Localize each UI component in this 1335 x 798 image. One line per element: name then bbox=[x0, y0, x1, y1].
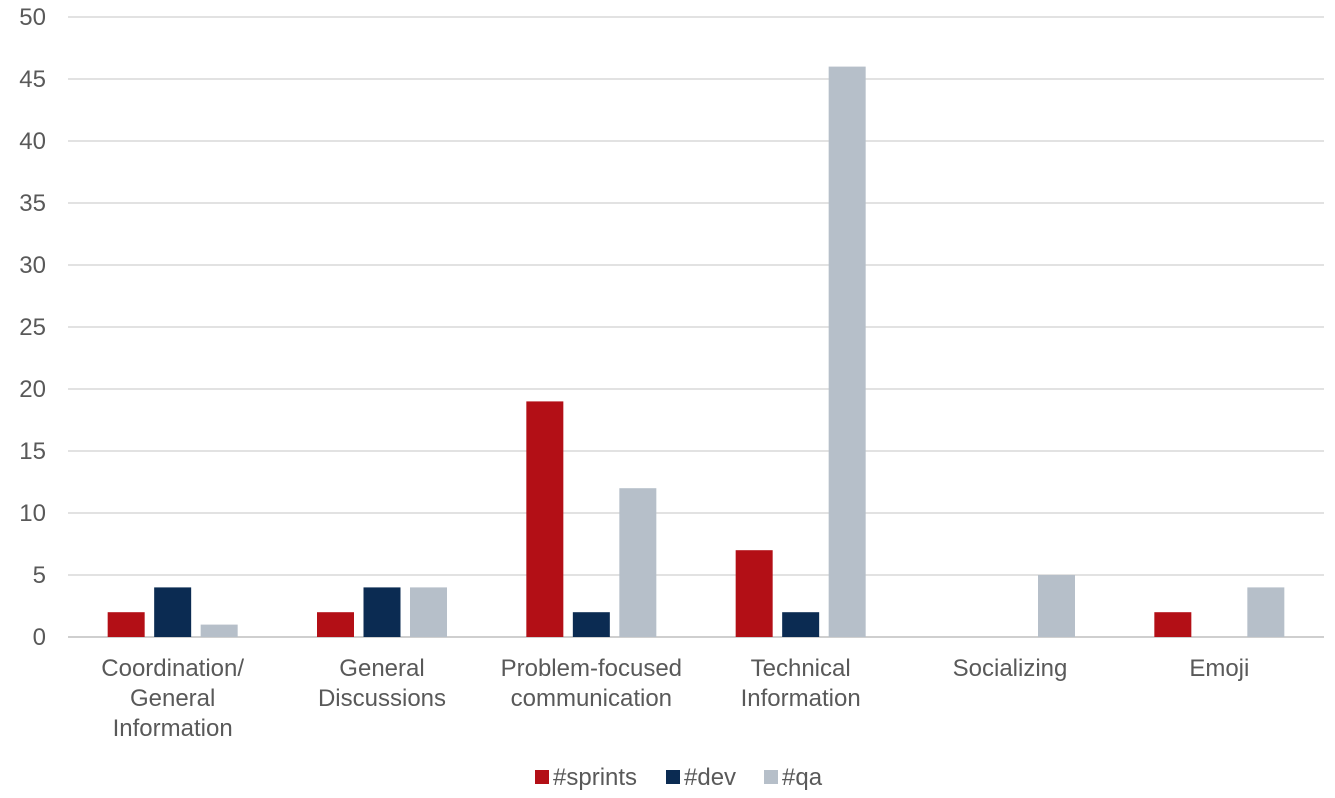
bar-qa bbox=[200, 624, 238, 637]
bar-dev bbox=[572, 612, 610, 637]
legend-label: #qa bbox=[782, 764, 823, 791]
y-tick-label: 20 bbox=[19, 376, 46, 403]
x-category-label: General bbox=[130, 685, 215, 712]
bar-sprints bbox=[1154, 612, 1192, 637]
bar-qa bbox=[828, 66, 866, 638]
x-category-label: Technical bbox=[751, 655, 851, 682]
y-tick-label: 45 bbox=[19, 66, 46, 93]
y-tick-label: 30 bbox=[19, 252, 46, 279]
x-category-label: Discussions bbox=[318, 685, 446, 712]
bars bbox=[107, 66, 1285, 638]
x-category-label: communication bbox=[511, 685, 672, 712]
legend: #sprints #dev #qa bbox=[535, 764, 823, 791]
x-category-label: Socializing bbox=[953, 655, 1068, 682]
bar-sprints bbox=[526, 401, 564, 637]
gridlines bbox=[68, 16, 1324, 638]
legend-swatch bbox=[666, 770, 680, 784]
y-tick-label: 25 bbox=[19, 314, 46, 341]
y-tick-label: 0 bbox=[33, 624, 46, 651]
bar-sprints bbox=[107, 612, 145, 637]
bar-qa bbox=[1247, 587, 1285, 637]
legend-swatch bbox=[764, 770, 778, 784]
x-axis-category-labels: Coordination/General Information General Di… bbox=[101, 655, 1249, 742]
y-tick-label: 40 bbox=[19, 128, 46, 155]
y-axis-tick-labels: 0 5 10 15 20 25 30 35 40 45 50 bbox=[19, 4, 46, 651]
bar-qa bbox=[410, 587, 447, 637]
x-category-label: Information bbox=[113, 715, 233, 742]
bar-qa bbox=[1038, 575, 1075, 637]
y-tick-label: 35 bbox=[19, 190, 46, 217]
x-category-label: Problem-focused bbox=[501, 655, 682, 682]
legend-swatch bbox=[535, 770, 549, 784]
y-tick-label: 50 bbox=[19, 4, 46, 31]
y-tick-label: 15 bbox=[19, 438, 46, 465]
bar-sprints bbox=[317, 612, 354, 637]
bar-qa bbox=[619, 488, 657, 637]
bar-dev bbox=[363, 587, 401, 637]
bar-dev bbox=[154, 587, 192, 637]
bar-sprints bbox=[735, 550, 773, 637]
x-category-label: Information bbox=[741, 685, 861, 712]
legend-label: #sprints bbox=[553, 764, 637, 791]
bar-dev bbox=[782, 612, 820, 637]
y-tick-label: 10 bbox=[19, 500, 46, 527]
y-tick-label: 5 bbox=[33, 562, 46, 589]
legend-label: #dev bbox=[684, 764, 736, 791]
x-category-label: Coordination/ bbox=[101, 655, 244, 682]
x-category-label: Emoji bbox=[1189, 655, 1249, 682]
x-category-label: General bbox=[339, 655, 424, 682]
